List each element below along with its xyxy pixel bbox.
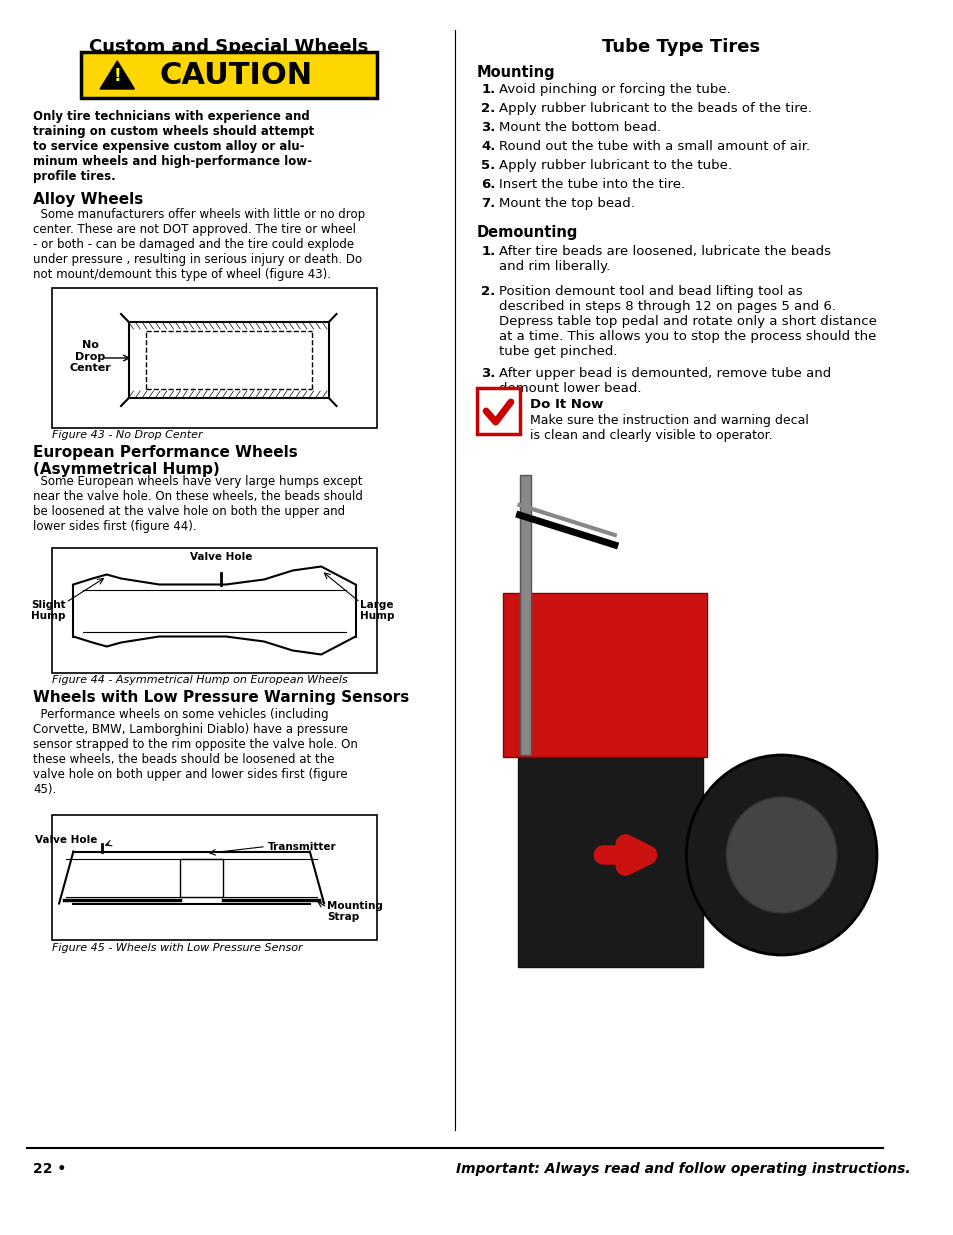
Text: 1.: 1. [481,83,496,96]
Text: Custom and Special Wheels: Custom and Special Wheels [89,38,368,56]
Text: 5.: 5. [481,159,496,172]
Text: Mounting
Strap: Mounting Strap [327,900,382,923]
FancyBboxPatch shape [52,548,376,673]
Text: Transmitter: Transmitter [268,841,336,851]
Text: 4.: 4. [481,140,496,153]
Text: European Performance Wheels
(Asymmetrical Hump): European Performance Wheels (Asymmetrica… [33,445,297,478]
Text: Alloy Wheels: Alloy Wheels [33,191,144,207]
Text: Slight
Hump: Slight Hump [31,600,66,621]
Text: 2.: 2. [481,285,496,298]
Text: Avoid pinching or forcing the tube.: Avoid pinching or forcing the tube. [499,83,730,96]
Text: Mount the bottom bead.: Mount the bottom bead. [499,121,661,135]
FancyArrowPatch shape [602,844,647,866]
FancyBboxPatch shape [52,288,376,429]
Text: Round out the tube with a small amount of air.: Round out the tube with a small amount o… [499,140,810,153]
Text: Figure 44 - Asymmetrical Hump on European Wheels: Figure 44 - Asymmetrical Hump on Europea… [52,676,348,685]
Text: After upper bead is demounted, remove tube and
demount lower bead.: After upper bead is demounted, remove tu… [499,367,831,395]
Text: Figure 43 - No Drop Center: Figure 43 - No Drop Center [52,430,203,440]
Text: Position demount tool and bead lifting tool as
described in steps 8 through 12 o: Position demount tool and bead lifting t… [499,285,877,358]
Text: Apply rubber lubricant to the beads of the tire.: Apply rubber lubricant to the beads of t… [499,103,812,115]
Text: 6.: 6. [481,178,496,191]
Text: Important: Always read and follow operating instructions.: Important: Always read and follow operat… [456,1162,909,1176]
Text: 1.: 1. [481,245,496,258]
FancyBboxPatch shape [517,753,701,967]
Circle shape [685,755,876,955]
Text: Do It Now: Do It Now [530,398,602,411]
Text: Valve Hole: Valve Hole [35,835,97,845]
FancyBboxPatch shape [52,815,376,940]
Text: Only tire technicians with experience and
training on custom wheels should attem: Only tire technicians with experience an… [33,110,314,183]
Polygon shape [100,61,134,89]
Text: Valve Hole: Valve Hole [190,552,253,562]
Text: Figure 45 - Wheels with Low Pressure Sensor: Figure 45 - Wheels with Low Pressure Sen… [52,944,303,953]
Text: Some manufacturers offer wheels with little or no drop
center. These are not DOT: Some manufacturers offer wheels with lit… [33,207,365,282]
FancyBboxPatch shape [179,858,222,897]
FancyBboxPatch shape [81,52,376,98]
Text: Demounting: Demounting [476,225,578,240]
Text: After tire beads are loosened, lubricate the beads
and rim liberally.: After tire beads are loosened, lubricate… [499,245,831,273]
FancyBboxPatch shape [519,475,531,755]
Text: Performance wheels on some vehicles (including
Corvette, BMW, Lamborghini Diablo: Performance wheels on some vehicles (inc… [33,708,358,797]
Text: Tube Type Tires: Tube Type Tires [602,38,760,56]
Text: !: ! [113,67,121,85]
Text: Large
Hump: Large Hump [360,600,395,621]
Text: Mounting: Mounting [476,65,555,80]
Text: CAUTION: CAUTION [159,61,312,89]
Text: No
Drop
Center: No Drop Center [70,340,112,373]
FancyBboxPatch shape [476,388,520,433]
Text: 3.: 3. [481,367,496,380]
Text: 3.: 3. [481,121,496,135]
Text: Wheels with Low Pressure Warning Sensors: Wheels with Low Pressure Warning Sensors [33,690,409,705]
Text: 7.: 7. [481,198,496,210]
Text: 2.: 2. [481,103,496,115]
Text: Insert the tube into the tire.: Insert the tube into the tire. [499,178,685,191]
Text: Make sure the instruction and warning decal
is clean and clearly visible to oper: Make sure the instruction and warning de… [530,414,808,442]
FancyBboxPatch shape [503,593,706,757]
Text: 22 •: 22 • [33,1162,67,1176]
Circle shape [725,797,836,913]
Text: Some European wheels have very large humps except
near the valve hole. On these : Some European wheels have very large hum… [33,475,363,534]
Text: Apply rubber lubricant to the tube.: Apply rubber lubricant to the tube. [499,159,732,172]
Text: Mount the top bead.: Mount the top bead. [499,198,635,210]
